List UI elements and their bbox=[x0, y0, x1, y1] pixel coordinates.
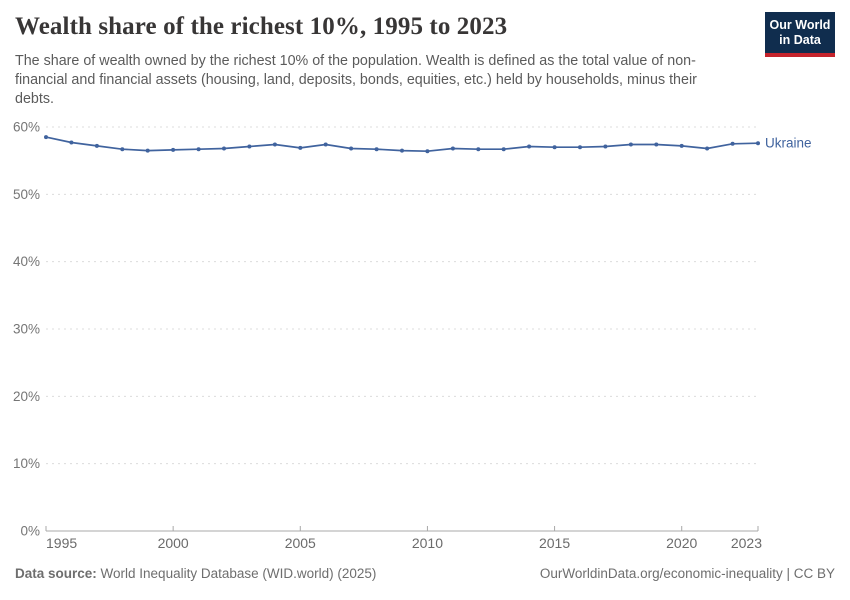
data-point[interactable] bbox=[501, 147, 506, 152]
data-point[interactable] bbox=[603, 144, 608, 149]
x-axis-label: 2020 bbox=[666, 535, 697, 551]
data-point[interactable] bbox=[476, 147, 481, 152]
data-point[interactable] bbox=[349, 146, 354, 151]
y-axis-label: 10% bbox=[13, 456, 40, 471]
data-point[interactable] bbox=[450, 146, 455, 151]
data-point[interactable] bbox=[400, 148, 404, 153]
data-source-label: Data source: bbox=[15, 566, 97, 581]
data-point[interactable] bbox=[171, 147, 176, 152]
data-point[interactable] bbox=[374, 147, 379, 152]
data-point[interactable] bbox=[756, 141, 760, 146]
data-point[interactable] bbox=[120, 147, 125, 152]
data-point[interactable] bbox=[730, 141, 735, 146]
data-source-value: World Inequality Database (WID.world) (2… bbox=[96, 566, 377, 581]
data-point[interactable] bbox=[705, 146, 710, 151]
owid-logo-line1: Our World bbox=[769, 18, 831, 32]
data-point[interactable] bbox=[196, 147, 201, 152]
data-point[interactable] bbox=[628, 142, 633, 147]
owid-logo-line2: in Data bbox=[779, 32, 821, 47]
data-point[interactable] bbox=[654, 142, 659, 147]
data-point[interactable] bbox=[222, 146, 226, 151]
y-axis-label: 50% bbox=[13, 187, 40, 202]
y-axis-label: 60% bbox=[13, 120, 40, 135]
data-point[interactable] bbox=[44, 135, 48, 140]
chart-footer: Data source: World Inequality Database (… bbox=[15, 566, 835, 581]
data-point[interactable] bbox=[272, 142, 277, 147]
y-axis-label: 40% bbox=[13, 254, 40, 269]
data-point[interactable] bbox=[323, 142, 328, 147]
chart-subtitle: The share of wealth owned by the richest… bbox=[15, 53, 697, 107]
data-point[interactable] bbox=[145, 148, 150, 153]
credit-link[interactable]: OurWorldinData.org/economic-inequality |… bbox=[539, 566, 835, 581]
x-axis-label: 1995 bbox=[46, 535, 77, 551]
data-point[interactable] bbox=[552, 145, 557, 150]
data-point[interactable] bbox=[425, 149, 430, 154]
data-point[interactable] bbox=[527, 144, 532, 149]
series-label[interactable]: Ukraine bbox=[765, 136, 812, 151]
x-axis-label: 2000 bbox=[158, 535, 189, 551]
data-point[interactable] bbox=[94, 143, 99, 148]
data-point[interactable] bbox=[298, 145, 303, 150]
data-point[interactable] bbox=[247, 144, 252, 149]
owid-logo[interactable]: Our World in Data bbox=[765, 12, 835, 57]
x-axis-label: 2005 bbox=[285, 535, 316, 551]
data-point[interactable] bbox=[69, 140, 74, 145]
y-axis-label: 20% bbox=[13, 389, 40, 404]
data-point[interactable] bbox=[578, 145, 582, 150]
chart-title: Wealth share of the richest 10%, 1995 to… bbox=[15, 13, 508, 40]
x-axis-label: 2023 bbox=[731, 535, 762, 551]
x-axis-label: 2015 bbox=[539, 535, 570, 551]
line-chart: 0% 10% 20% 30% 40% 50% 60% 1995 2000 2005 2010 2015… bbox=[13, 120, 812, 552]
y-axis-label: 30% bbox=[13, 322, 40, 337]
x-axis-label: 2010 bbox=[412, 535, 443, 551]
y-axis-label: 0% bbox=[20, 524, 40, 539]
data-point[interactable] bbox=[679, 143, 684, 148]
data-source: Data source: World Inequality Database (… bbox=[15, 566, 376, 581]
